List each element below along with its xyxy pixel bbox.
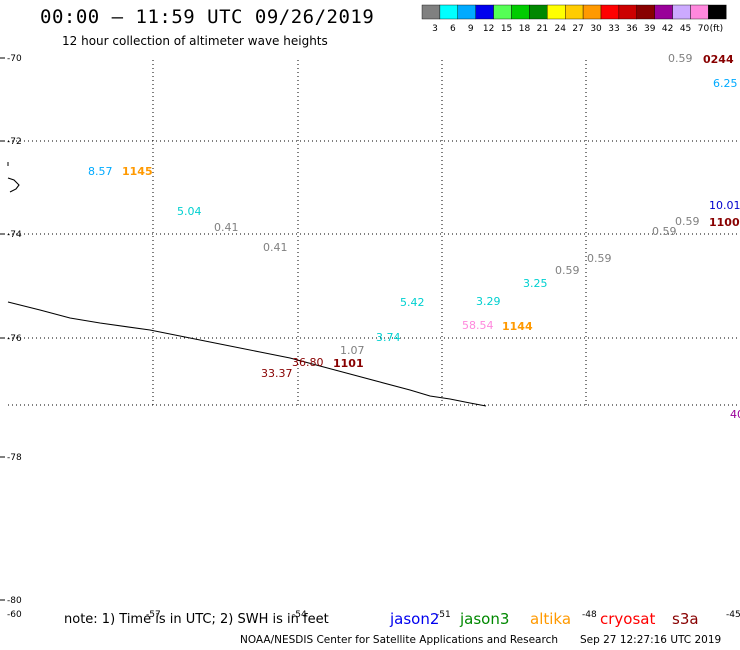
observation-label: 0.59 [555,264,580,277]
legend-tick-label: 12 [483,24,494,34]
observation-label: 1144 [502,320,533,333]
observation-labels: 0.59 0244 6.25 8.57 1145 5.04 0.41 0.41 10.01 110… [88,52,740,421]
legend-swatch [439,4,458,20]
lat-axis-labels: -70 -72 -74 -76 -78 -80 -60 [7,54,22,620]
legend-swatch [708,4,727,20]
observation-label: 3.74 [376,331,401,344]
legend-swatch [636,4,655,20]
lat-label: -60 [7,610,22,620]
observation-label: 3.25 [523,277,548,290]
lon-axis-labels: -57 -54 -51 -48 -45 [146,610,740,620]
lon-label: -54 [292,610,307,620]
legend-tick-label: 9 [468,24,474,34]
footer-note: note: 1) Time is in UTC; 2) SWH is in fe… [64,612,329,627]
legend-tick-label: 15 [501,24,512,34]
legend-tick-label: 39 [644,24,656,34]
legend-tick-label: 6 [450,24,456,34]
lon-label: -51 [436,610,451,620]
satellite-legend-jason3: jason3 [460,610,510,628]
island-coast [7,177,20,193]
legend-swatch [475,4,494,20]
observation-label: 3.29 [476,295,501,308]
legend-swatch [690,4,709,20]
legend-swatch [582,4,602,20]
lat-label: -72 [7,137,22,147]
legend-swatch [493,4,512,20]
legend-swatch [457,4,476,20]
legend-swatch [421,4,441,20]
lon-label: -57 [146,610,161,620]
legend-swatch [547,4,566,20]
legend-tick-label: 24 [555,24,567,34]
observation-label: 10.01 [709,199,740,212]
observation-label: 1.07 [340,344,365,357]
map-subtitle: 12 hour collection of altimeter wave hei… [62,34,328,48]
left-axis-ticks [0,57,9,601]
legend-tick-label: 42 [662,24,673,34]
observation-label: 0.41 [214,221,239,234]
lat-label: -70 [7,54,22,64]
generated-timestamp: Sep 27 12:27:16 UTC 2019 [580,634,722,646]
observation-label: 1101 [333,357,364,370]
satellite-legend-altika: altika [530,610,572,628]
map-title: 00:00 – 11:59 UTC 09/26/2019 [40,6,375,28]
lat-label: -78 [7,453,22,463]
satellite-legend-s3a: s3a [672,610,699,628]
legend-labels: 3 6 9 12 15 18 21 24 27 30 33 36 39 42 45 70 (ft) [432,24,723,34]
observation-label: 0.41 [263,241,288,254]
legend-unit-label: (ft) [710,24,724,34]
lat-lon-grid [8,60,740,406]
observation-label: 0.59 [652,225,677,238]
observation-label: 1145 [122,165,153,178]
legend-tick-label: 18 [519,24,531,34]
legend-color-bar [421,4,727,20]
observation-label: 1100 [709,216,740,229]
observation-label: 8.57 [88,165,113,178]
observation-label: 0244 [703,53,734,66]
satellite-legend-cryosat: cryosat [600,610,656,628]
legend-tick-label: 45 [680,24,691,34]
legend-swatch [618,4,638,20]
credit-line: NOAA/NESDIS Center for Satellite Applica… [240,634,558,646]
observation-label: 6.25 [713,77,738,90]
legend-tick-label: 33 [608,24,619,34]
legend-tick-label: 21 [537,24,548,34]
observation-label: 0.59 [587,252,612,265]
observation-label: 0.59 [668,52,693,65]
coastline [7,301,487,407]
legend-tick-label: 3 [432,24,438,34]
legend-tick-label: 30 [590,24,602,34]
legend-swatch [654,4,673,20]
observation-label: 0.59 [675,215,700,228]
lat-label: -80 [7,596,22,606]
observation-label: 58.54 [462,319,494,332]
observation-label: 33.37 [261,367,293,380]
lon-label: -48 [582,610,597,620]
observation-label: 40 [730,408,740,421]
lat-label: -74 [7,230,22,240]
legend-tick-label: 27 [572,24,583,34]
legend-tick-label: 36 [626,24,638,34]
lat-label: -76 [7,334,22,344]
legend-swatch [672,4,691,20]
observation-label: 36.80 [292,356,324,369]
legend-swatch [529,4,548,20]
satellite-legend-jason2: jason2 [390,610,440,628]
legend-swatch [511,4,530,20]
lon-label: -45 [726,610,740,620]
legend-swatch [565,4,584,20]
legend-swatch [600,4,620,20]
observation-label: 5.42 [400,296,425,309]
legend-tick-label: 70 [698,24,710,34]
observation-label: 5.04 [177,205,202,218]
